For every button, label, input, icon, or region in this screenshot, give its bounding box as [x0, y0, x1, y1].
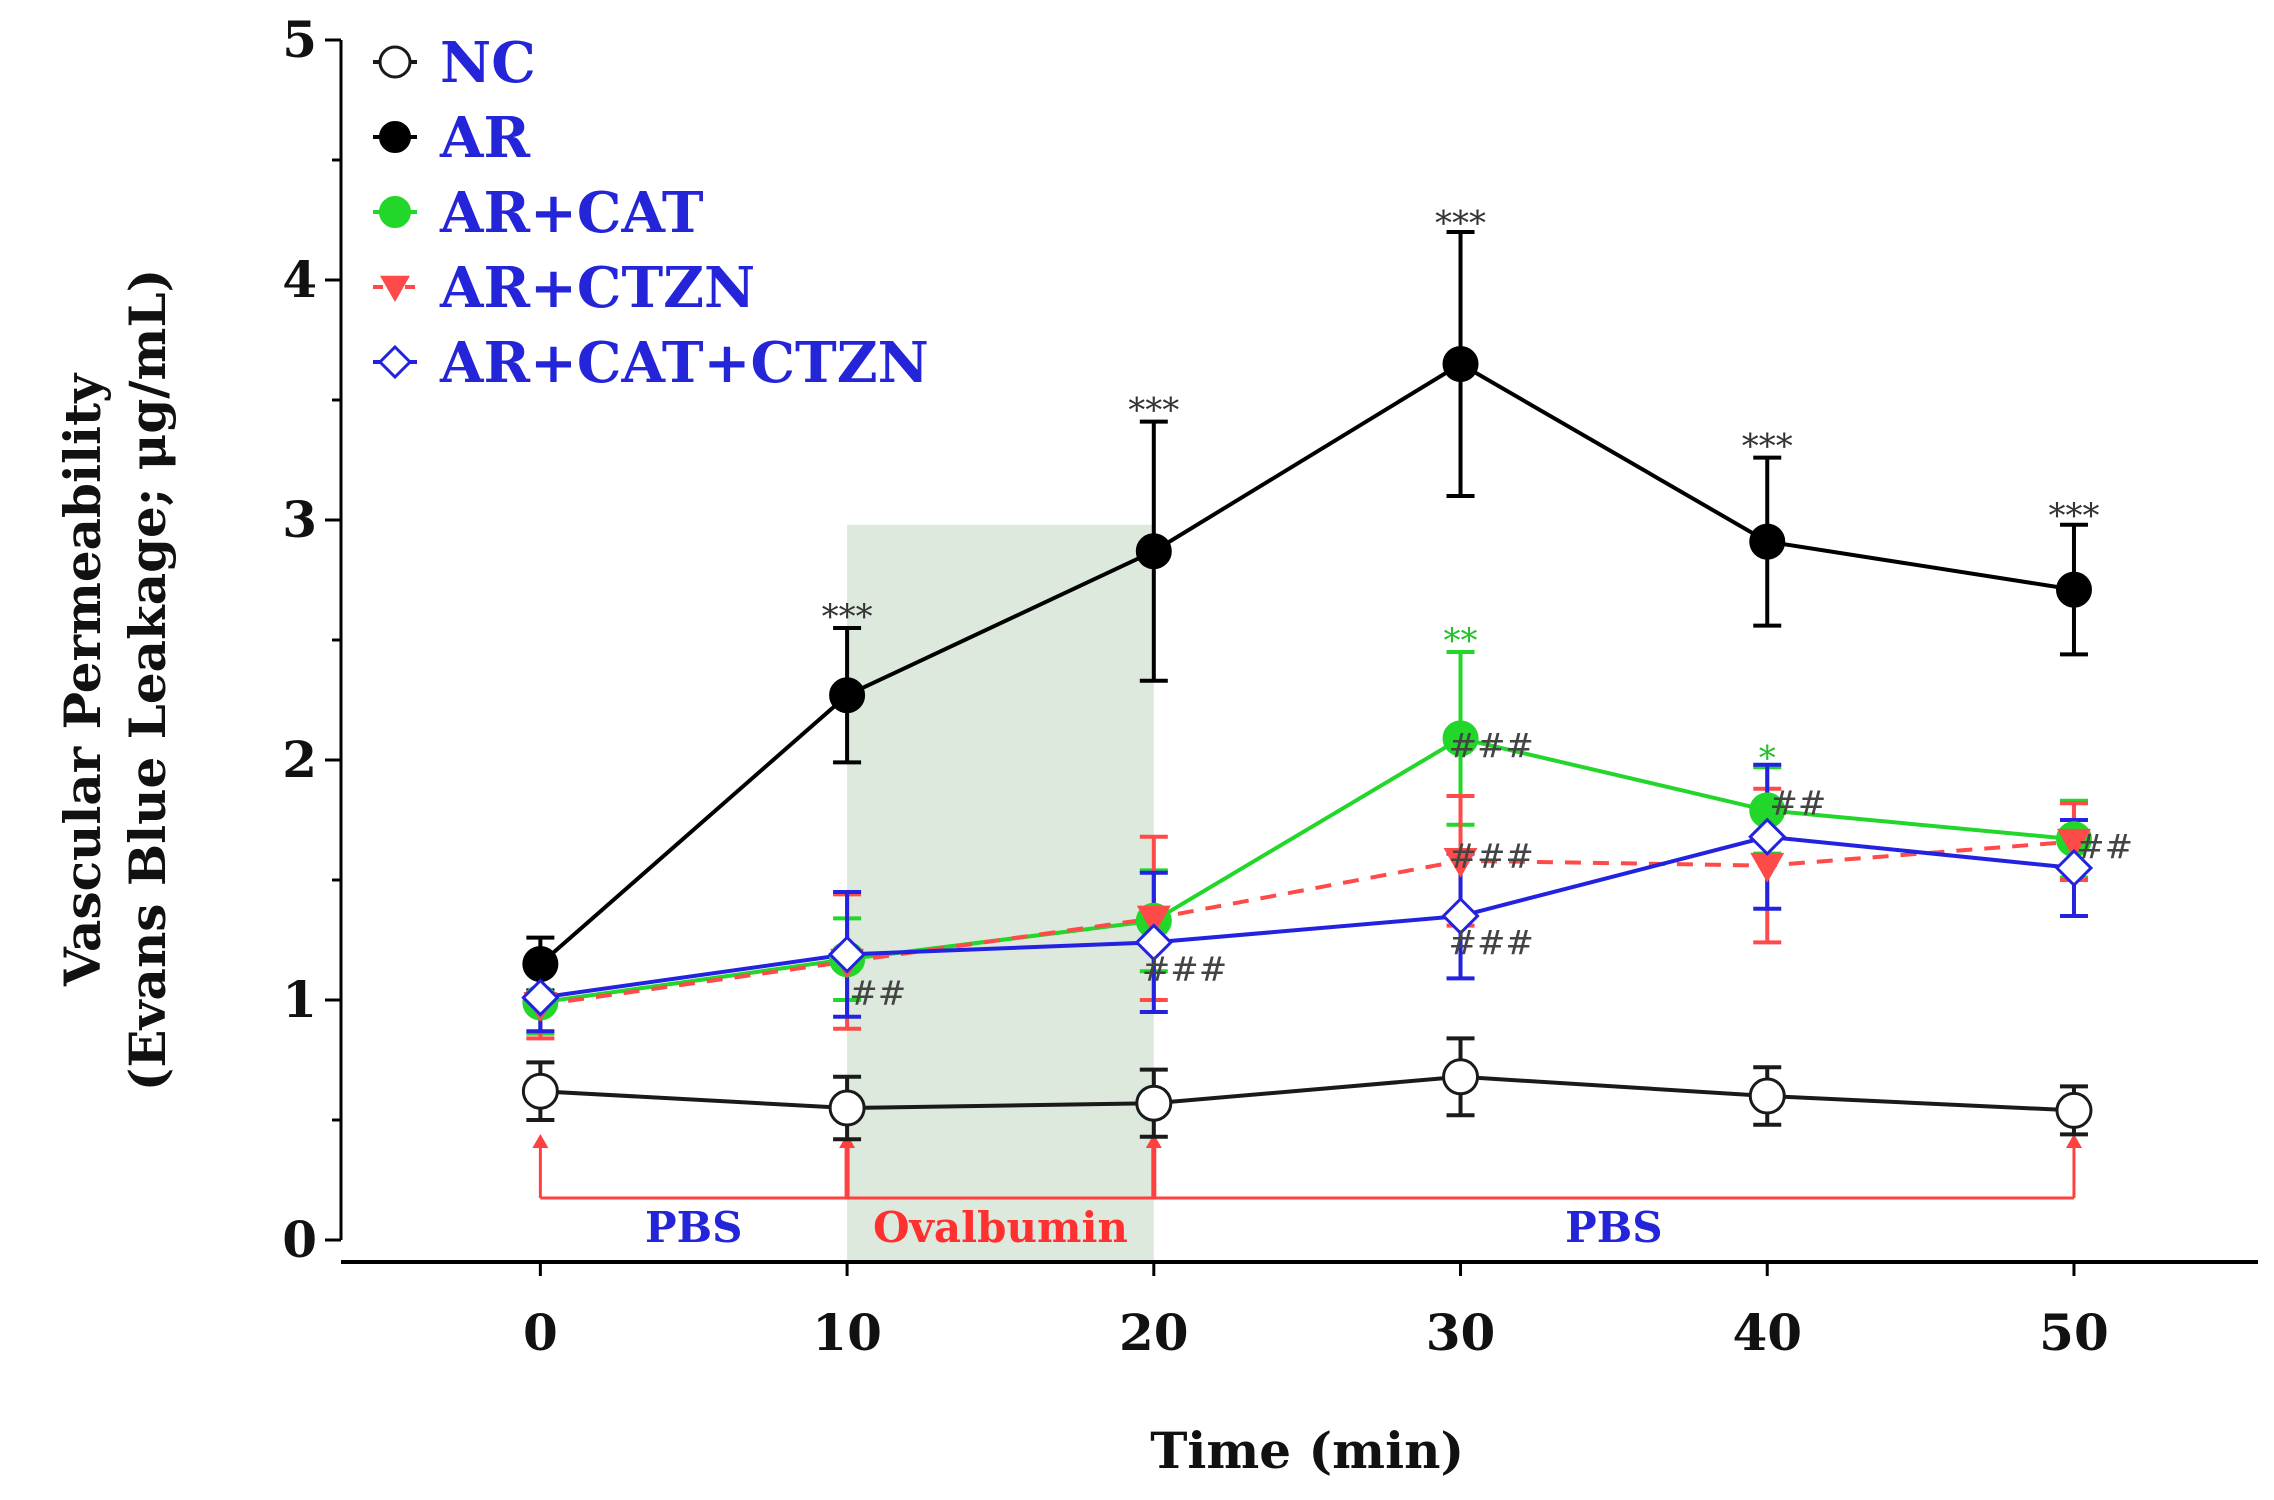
- significance-mark-1: ***: [1128, 391, 1179, 431]
- data-series: [521, 230, 2094, 1142]
- x-tick-label-40: 40: [1732, 1303, 1802, 1362]
- data-point-nc-50: [2055, 1091, 2093, 1129]
- data-point-nc-0: [521, 1072, 559, 1110]
- data-point-nc-10: [828, 1089, 866, 1127]
- data-point-ar-10: [829, 677, 866, 714]
- data-point-ar-30: [1442, 346, 1479, 382]
- series-line-nc: [540, 1074, 2075, 1113]
- significance-mark-10: ###: [1448, 923, 1533, 963]
- y-tick-label-2: 2: [282, 730, 317, 789]
- y-tick-label-1: 1: [282, 970, 317, 1029]
- data-point-ar-40: [1749, 523, 1786, 560]
- data-point-ar-cat-ctzn-50: [2054, 848, 2094, 888]
- significance-mark-4: ***: [2048, 496, 2099, 536]
- x-tick-label-30: 30: [1426, 1303, 1496, 1362]
- significance-mark-11: ##: [2076, 827, 2133, 867]
- legend-marker-ar-cat-ctzn: [377, 344, 413, 380]
- legend-marker-ar: [379, 121, 411, 153]
- y-axis-ticks: 0 1 2 3 4 5: [282, 10, 341, 1269]
- x-axis-title: Time (min): [1150, 1421, 1464, 1480]
- y-tick-label-3: 3: [282, 490, 317, 549]
- phase-arrow-head-20: [1145, 1134, 1162, 1148]
- legend-marker-ar-cat: [379, 196, 411, 228]
- legend-label-ar-ctzn: AR+CTZN: [439, 255, 755, 321]
- data-point-ar-ctzn-20: [1136, 905, 1171, 936]
- significance-mark-2: ***: [1435, 203, 1486, 243]
- data-point-ar-20: [1135, 533, 1172, 570]
- phase-arrow-head-50: [2065, 1134, 2082, 1148]
- data-point-ar-cat-ctzn-20: [1134, 923, 1173, 962]
- y-tick-label-4: 4: [282, 250, 317, 309]
- x-tick-label-10: 10: [812, 1303, 882, 1362]
- series-points-ar-cat-ctzn: [521, 817, 2094, 1017]
- x-tick-label-50: 50: [2039, 1303, 2109, 1362]
- data-point-nc-30: [1442, 1058, 1480, 1096]
- legend-marker-ar-ctzn: [380, 275, 410, 302]
- significance-mark-13: ###: [1142, 950, 1227, 990]
- significance-mark-3: ***: [1742, 427, 1793, 467]
- data-point-ar-cat-ctzn-40: [1748, 817, 1787, 856]
- data-point-ar-ctzn-50: [2056, 828, 2091, 859]
- phase-label-pbs-2: PBS: [1565, 1203, 1662, 1252]
- data-point-ar-cat-ctzn-10: [827, 935, 867, 974]
- series-line-ar-cat-ctzn: [540, 834, 2075, 1000]
- x-tick-label-0: 0: [523, 1303, 558, 1362]
- significance-mark-7: ###: [1448, 727, 1533, 767]
- significance-marks: ******************##################: [822, 203, 2134, 1013]
- data-point-ar-50: [2055, 571, 2092, 608]
- y-tick-label-5: 5: [282, 10, 317, 69]
- legend-entry-ar: AR: [373, 105, 530, 171]
- series-points-nc: [521, 1058, 2093, 1129]
- legend: NC AR AR+CAT AR+CTZN AR+CAT+CTZN: [373, 30, 929, 396]
- y-axis-title-line2: (Evans Blue Leakage; μg/mL): [118, 269, 177, 1092]
- legend-marker-nc: [378, 45, 412, 79]
- phase-annotations: PBS Ovalbumin PBS: [532, 1134, 2082, 1252]
- legend-label-ar-cat: AR+CAT: [439, 180, 704, 246]
- legend-entry-ar-cat-ctzn: AR+CAT+CTZN: [373, 330, 929, 396]
- data-point-nc-40: [1748, 1077, 1786, 1115]
- significance-mark-9: ###: [1448, 837, 1533, 877]
- significance-mark-5: **: [1444, 621, 1478, 661]
- y-tick-label-0: 0: [282, 1210, 317, 1269]
- significance-mark-6: *: [1759, 739, 1776, 779]
- x-tick-label-20: 20: [1119, 1303, 1189, 1362]
- data-point-ar-cat-30: [1442, 720, 1479, 757]
- significance-mark-12: ##: [849, 974, 906, 1014]
- legend-entry-ar-cat: AR+CAT: [373, 180, 704, 246]
- series-line-ar: [539, 361, 2075, 966]
- y-axis-title-line1: Vascular Permeability: [53, 372, 112, 987]
- data-point-ar-ctzn-40: [1750, 852, 1785, 883]
- data-point-ar-ctzn-30: [1443, 848, 1478, 878]
- data-point-ar-0: [522, 946, 559, 982]
- legend-label-ar-cat-ctzn: AR+CAT+CTZN: [439, 330, 929, 396]
- x-axis-ticks: 0 10 20 30 40 50: [523, 1262, 2109, 1362]
- y-axis-title: Vascular Permeability (Evans Blue Leakag…: [53, 269, 177, 1092]
- phase-arrow-head-0: [532, 1134, 549, 1148]
- phase-label-pbs-0: PBS: [645, 1203, 742, 1252]
- phase-label-ovalbumin-1: Ovalbumin: [873, 1203, 1128, 1252]
- legend-entry-ar-ctzn: AR+CTZN: [373, 255, 755, 321]
- significance-mark-8: ##: [1769, 784, 1826, 824]
- data-point-nc-20: [1135, 1084, 1173, 1122]
- data-point-ar-cat-ctzn-30: [1441, 896, 1480, 936]
- series-line-ar-cat: [540, 736, 2075, 1005]
- series-line-ar-ctzn: [540, 839, 2075, 1007]
- data-point-ar-cat-ctzn-0: [521, 978, 560, 1017]
- legend-label-ar: AR: [439, 105, 530, 171]
- legend-label-nc: NC: [440, 30, 536, 96]
- legend-entry-nc: NC: [373, 30, 536, 96]
- ovalbumin-shaded-region: [847, 524, 1154, 1260]
- significance-mark-0: ***: [822, 597, 873, 637]
